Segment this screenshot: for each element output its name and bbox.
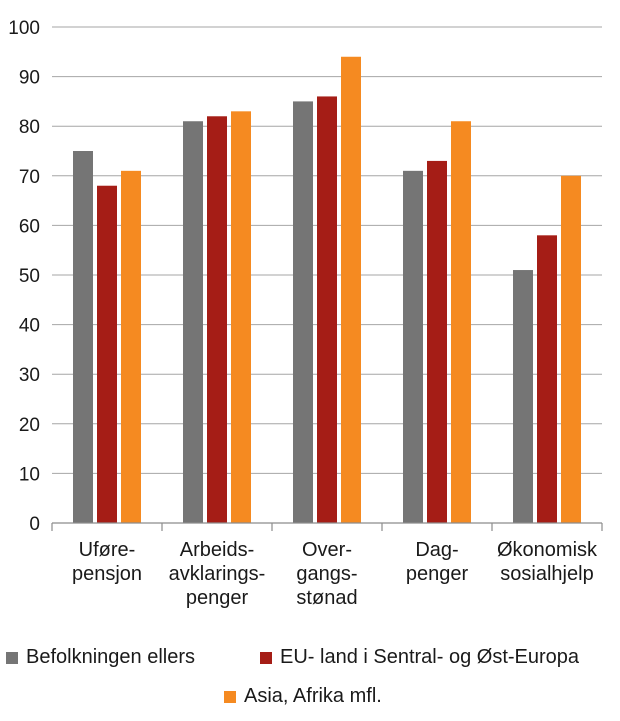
y-tick-label-60: 60 [19, 216, 40, 237]
y-tick-label-50: 50 [19, 266, 40, 287]
bar-s2-c3 [451, 121, 471, 524]
y-tick-label-30: 30 [19, 365, 40, 386]
bar-s0-c4 [513, 270, 533, 523]
bar-s1-c4 [537, 235, 557, 523]
y-tick-label-80: 80 [19, 117, 40, 138]
category-label-3-0: Dag- [415, 539, 458, 561]
y-tick-label-0: 0 [29, 514, 40, 535]
bar-chart: 0 10 20 30 40 50 60 70 80 90 100 Uføre-pensjon Arbe… [8, 18, 603, 609]
y-axis: 0 10 20 30 40 50 60 70 80 90 100 [8, 18, 40, 535]
category-label-4-0: Økonomisk [497, 539, 598, 561]
bar-s2-c2 [341, 56, 361, 523]
category-label-0-0: Uføre- [79, 539, 136, 561]
y-tick-label-70: 70 [19, 167, 40, 188]
legend-item-eu-land: EU- land i Sentral- og Øst-Europa [260, 646, 579, 669]
category-label-2-1: gangs- [296, 563, 357, 585]
category-label-1-0: Arbeids- [180, 539, 254, 561]
legend-label-asia-afrika: Asia, Afrika mfl. [244, 685, 382, 707]
category-label-4-1: sosialhjelp [500, 563, 593, 585]
bar-s0-c2 [293, 101, 313, 524]
y-tick-label-10: 10 [19, 464, 40, 485]
category-label-0-1: pensjon [72, 563, 142, 585]
category-label-3-1: penger [406, 563, 469, 585]
y-tick-label-90: 90 [19, 68, 40, 89]
legend-label-eu-land: EU- land i Sentral- og Øst-Europa [280, 646, 580, 668]
category-label-2-0: Over- [302, 539, 352, 561]
legend-swatch-asia-afrika [224, 690, 236, 703]
legend-item-befolkningen-ellers: Befolkningen ellers [6, 646, 195, 669]
bar-s0-c3 [403, 170, 423, 523]
bar-s0-c0 [73, 151, 93, 523]
category-label-1-2: penger [186, 587, 249, 609]
bar-s2-c4 [561, 175, 581, 524]
bar-s0-c1 [183, 121, 203, 524]
legend-item-asia-afrika: Asia, Afrika mfl. [224, 685, 382, 708]
legend-label-befolkningen-ellers: Befolkningen ellers [26, 646, 195, 668]
y-tick-label-40: 40 [19, 316, 40, 337]
category-label-1-1: avklarings- [169, 563, 266, 585]
bar-s1-c1 [207, 116, 227, 523]
y-tick-label-100: 100 [8, 18, 40, 39]
bar-s1-c0 [97, 185, 117, 523]
legend-swatch-befolkningen-ellers [6, 651, 18, 664]
x-axis: Uføre-pensjon Arbeids-avklarings-penger Ov… [51, 522, 603, 609]
bar-s2-c0 [121, 170, 141, 523]
category-label-2-2: stønad [296, 587, 357, 609]
bar-s1-c3 [427, 160, 447, 524]
y-tick-label-20: 20 [19, 415, 40, 436]
bar-s2-c1 [231, 111, 251, 523]
bars [73, 56, 581, 524]
bar-s1-c2 [317, 96, 337, 523]
legend-swatch-eu-land [260, 651, 272, 664]
